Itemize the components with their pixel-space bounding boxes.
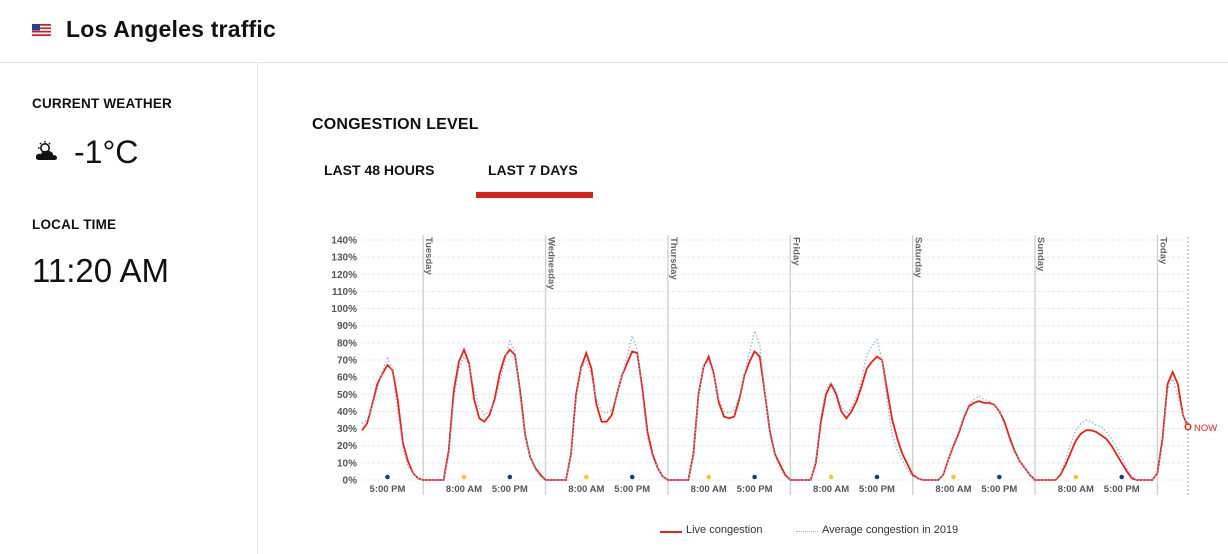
legend-average-swatch: [796, 531, 818, 532]
x-tick-label: 5:00 PM: [737, 484, 773, 495]
day-label: Today: [1157, 237, 1168, 265]
active-tab-indicator: [476, 192, 593, 198]
y-tick-label: 10%: [337, 458, 357, 469]
x-tick-dot: [997, 474, 1002, 480]
y-tick-label: 140%: [331, 236, 357, 247]
day-label: Saturday: [913, 237, 924, 278]
local-time-heading: LOCAL TIME: [32, 217, 117, 232]
tab-last-7-days[interactable]: LAST 7 DAYS: [488, 162, 578, 178]
x-tick-label: 8:00 AM: [1058, 484, 1094, 495]
series-average-congestion: [361, 328, 1189, 481]
weather-heading: CURRENT WEATHER: [32, 96, 172, 111]
page-header: Los Angeles traffic: [0, 0, 1228, 63]
x-tick-dot: [1119, 474, 1125, 480]
x-tick-dot: [706, 474, 712, 480]
x-tick-dot: [461, 474, 467, 480]
x-tick-label: 5:00 PM: [370, 484, 406, 495]
congestion-title: CONGESTION LEVEL: [312, 116, 479, 133]
day-label: Friday: [790, 237, 801, 266]
y-tick-label: 110%: [332, 287, 357, 298]
now-point: [1184, 423, 1192, 431]
local-time: 11:20 AM: [32, 252, 169, 289]
day-label: Tuesday: [423, 237, 434, 276]
day-label: Sunday: [1035, 237, 1046, 272]
x-tick-dot: [629, 474, 635, 480]
sidebar: [0, 63, 258, 554]
y-tick-label: 120%: [331, 270, 357, 281]
x-tick-label: 5:00 PM: [1104, 484, 1140, 495]
y-tick-label: 100%: [331, 304, 357, 315]
series-live-congestion: [361, 347, 1189, 481]
x-tick-label: 8:00 AM: [568, 484, 604, 495]
day-label: Thursday: [668, 237, 679, 280]
x-tick-dot: [385, 474, 390, 480]
day-label: Wednesday: [546, 237, 557, 290]
legend-live-label: Live congestion: [686, 524, 763, 536]
x-tick-dot: [584, 474, 589, 480]
x-tick-label: 8:00 AM: [813, 484, 849, 495]
x-tick-label: 8:00 AM: [935, 484, 971, 495]
x-tick-label: 8:00 AM: [691, 484, 727, 495]
x-tick-dot: [874, 474, 880, 480]
x-tick-dot: [752, 474, 757, 480]
y-tick-label: 130%: [331, 253, 357, 264]
y-tick-label: 50%: [337, 390, 357, 401]
y-tick-label: 20%: [337, 441, 357, 452]
congestion-chart: 140% 130% 120% 110% 100% 90% 80% 70% 60% 50% 40% 30…: [331, 235, 1217, 495]
partly-cloudy-night-icon: [35, 141, 57, 160]
us-flag-icon: [32, 24, 51, 36]
y-tick-label: 80%: [337, 338, 357, 349]
now-label: NOW: [1194, 423, 1217, 434]
x-tick-label: 8:00 AM: [446, 484, 482, 495]
tab-last-48-hours[interactable]: LAST 48 HOURS: [324, 162, 435, 178]
x-tick-label: 5:00 PM: [614, 484, 650, 495]
x-tick-label: 5:00 PM: [981, 484, 1017, 495]
temperature: -1°C: [74, 134, 139, 170]
x-tick-dot: [1073, 474, 1079, 480]
page-title: Los Angeles traffic: [66, 16, 276, 42]
x-tick-label: 5:00 PM: [859, 484, 895, 495]
x-tick-label: 5:00 PM: [492, 484, 528, 495]
x-tick-dot: [951, 474, 956, 480]
y-tick-label: 0%: [343, 476, 358, 487]
y-tick-label: 90%: [337, 321, 357, 332]
y-tick-label: 60%: [337, 373, 357, 384]
x-tick-dot: [828, 474, 834, 480]
y-tick-label: 40%: [337, 407, 357, 418]
legend-live-swatch: [660, 531, 682, 533]
y-tick-label: 30%: [337, 424, 357, 435]
legend-average-label: Average congestion in 2019: [822, 524, 959, 536]
x-tick-dot: [507, 474, 513, 480]
y-tick-label: 70%: [337, 356, 357, 367]
